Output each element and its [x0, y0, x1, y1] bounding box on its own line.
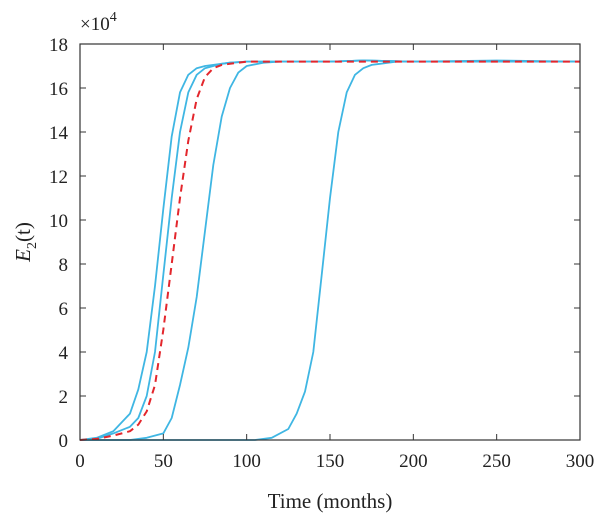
series-line-1 [79, 59, 580, 441]
y-axis-title-tail: (t) [11, 222, 35, 242]
x-tick-label: 0 [75, 451, 85, 472]
x-ticks: 0 50 100 150 200 250 300 [75, 44, 594, 472]
y-tick-label: 4 [59, 343, 69, 364]
y-ticks: 0 2 4 6 8 10 12 14 16 18 [49, 35, 580, 452]
x-tick-label: 150 [316, 451, 345, 472]
series-line-5 [80, 59, 581, 441]
y-axis-multiplier: ×104 [80, 10, 117, 35]
series-line-3 [79, 60, 580, 441]
y-multiplier-exp: 4 [110, 10, 117, 25]
y-tick-label: 0 [59, 431, 69, 452]
x-axis-title: Time (months) [268, 489, 393, 513]
y-tick-label: 18 [49, 35, 68, 56]
y-tick-label: 2 [59, 387, 69, 408]
x-tick-label: 100 [232, 451, 261, 472]
x-tick-label: 250 [482, 451, 511, 472]
y-tick-label: 14 [49, 123, 69, 144]
y-axis-title: E2(t) [11, 222, 40, 263]
y-tick-label: 10 [49, 211, 68, 232]
x-tick-label: 50 [154, 451, 173, 472]
y-tick-label: 12 [49, 167, 68, 188]
y-tick-label: 16 [49, 79, 68, 100]
series-line-4 [80, 59, 580, 441]
y-axis-title-sub: 2 [25, 242, 40, 249]
x-tick-label: 200 [399, 451, 428, 472]
series-line-2 [79, 59, 580, 441]
y-tick-label: 6 [59, 299, 69, 320]
x-tick-label: 300 [566, 451, 595, 472]
plot-lines [79, 59, 581, 441]
y-tick-label: 8 [59, 255, 69, 276]
y-multiplier-base: ×10 [80, 14, 110, 35]
y-axis-title-main: E [11, 249, 35, 263]
